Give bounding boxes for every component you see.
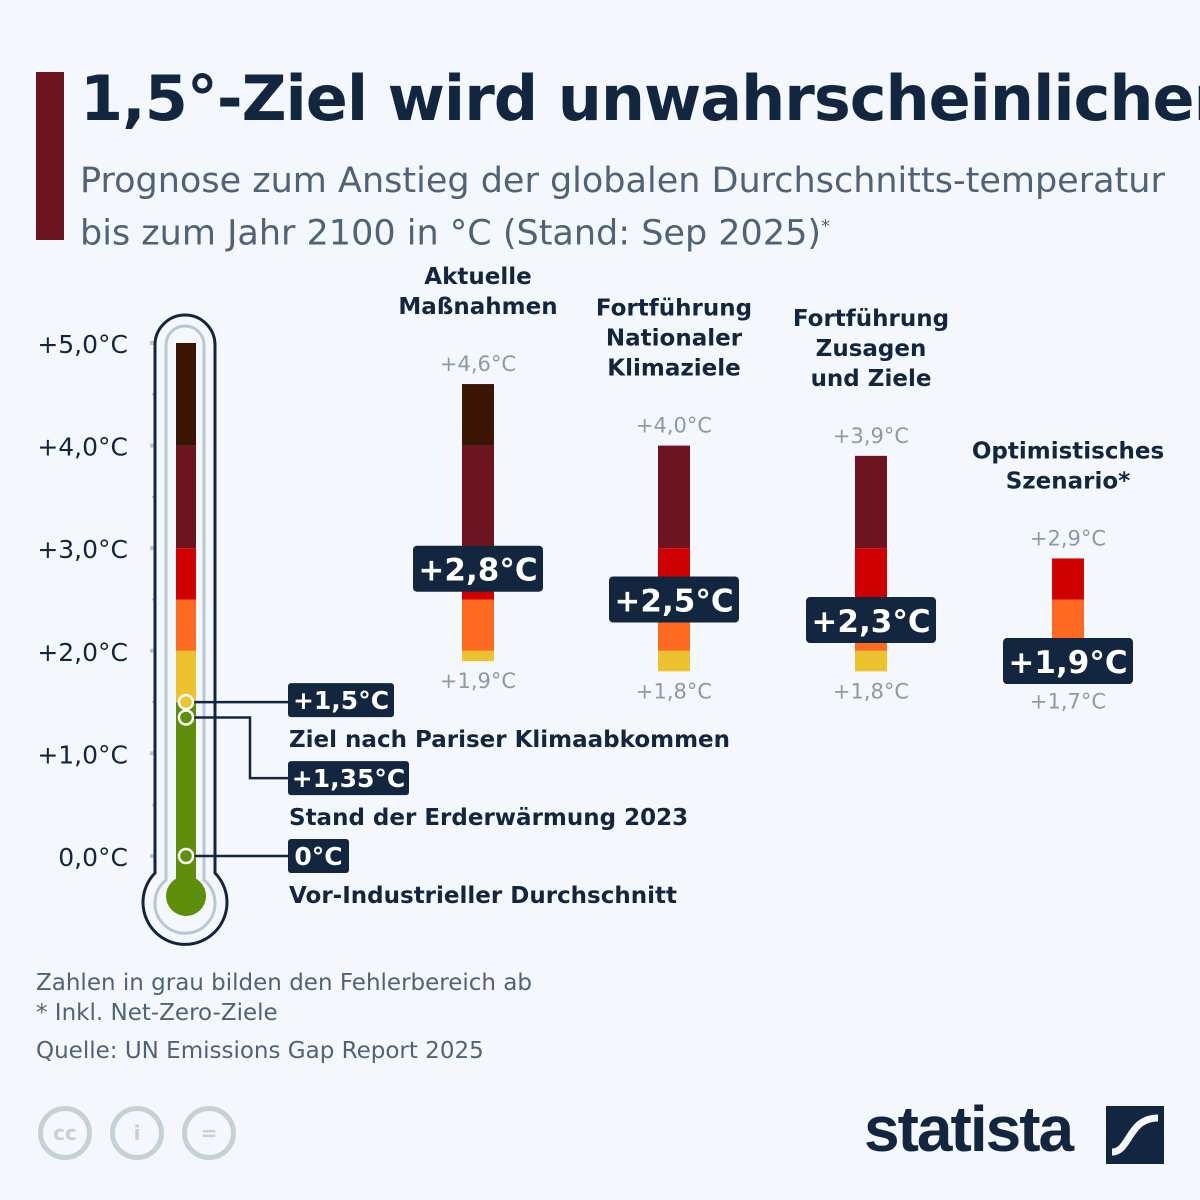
scenario-title: Zusagen — [816, 336, 927, 362]
scenario-low-label: +1,7°C — [1030, 690, 1106, 714]
scenario-median-box — [1003, 638, 1133, 685]
scenario-high-label: +2,9°C — [1030, 526, 1106, 550]
thermometer-band — [176, 650, 196, 703]
scenario-title: Szenario* — [1006, 468, 1131, 494]
attribution-icon[interactable]: i — [110, 1106, 164, 1160]
scenario-median-box — [806, 597, 936, 644]
marker-connector — [194, 716, 290, 780]
marker-description: Vor-Industrieller Durchschnitt — [289, 883, 677, 909]
thermometer-band — [176, 599, 196, 651]
note-net-zero: * Inkl. Net-Zero-Ziele — [36, 1000, 278, 1026]
subtitle-footnote-mark: * — [821, 216, 831, 237]
statista-logo-mark-icon — [1106, 1106, 1164, 1164]
scenario-bar-segment — [658, 445, 690, 549]
marker-dot — [177, 847, 195, 865]
scenario-median-label: +2,3°C — [811, 604, 930, 640]
scenario-bar-segment — [462, 445, 494, 549]
y-tick-label: +4,0°C — [37, 433, 128, 462]
thermometer-band — [176, 445, 196, 549]
marker-description: Stand der Erderwärmung 2023 — [289, 805, 688, 831]
scenario-bar-segment — [855, 455, 887, 549]
scenario-title: und Ziele — [811, 366, 932, 392]
marker-dot — [177, 693, 195, 711]
marker-label: 0°C — [294, 842, 342, 871]
subtitle: Prognose zum Anstieg der globalen Durchs… — [80, 158, 1180, 257]
scenario-low-label: +1,8°C — [833, 679, 909, 703]
marker-label-box — [288, 839, 349, 873]
marker-label: +1,5°C — [293, 686, 389, 715]
thermometer-band — [176, 343, 196, 446]
thermometer-band — [176, 702, 196, 856]
scenario-title: Fortführung — [596, 296, 752, 322]
statista-logo[interactable]: statista — [864, 1093, 1074, 1165]
y-tick-label: +3,0°C — [37, 535, 128, 564]
cc-license-icon[interactable]: cc — [38, 1106, 92, 1160]
scenario-bar-segment — [855, 650, 887, 672]
scenario-title: Fortführung — [793, 306, 949, 332]
y-tick-label: +2,0°C — [37, 638, 128, 667]
thermometer-band — [176, 548, 196, 600]
scenario-median-box — [413, 545, 543, 592]
scenario-median-label: +2,8°C — [418, 553, 537, 589]
scenario-title: Optimistisches — [972, 438, 1164, 464]
subtitle-text: Prognose zum Anstieg der globalen Durchs… — [80, 161, 1165, 254]
y-tick-label: +5,0°C — [37, 330, 128, 359]
scenario-median-label: +1,9°C — [1008, 645, 1127, 681]
marker-label-box — [288, 761, 409, 796]
marker-label-box — [288, 683, 394, 718]
scenario-bar-segment — [462, 650, 494, 662]
scenario-bar-segment — [462, 384, 494, 446]
scenario-median-box — [609, 576, 739, 623]
marker-dot — [177, 709, 195, 726]
thermometer-bulb — [166, 876, 206, 916]
scenario-title: Aktuelle — [424, 264, 531, 290]
scenario-bar-segment — [1052, 558, 1084, 600]
scenario-bar-segment — [658, 650, 690, 672]
scenario-high-label: +3,9°C — [833, 424, 909, 448]
note-error-range: Zahlen in grau bilden den Fehlerbereich … — [36, 970, 532, 996]
y-tick-label: +1,0°C — [37, 740, 128, 769]
scenario-title: Maßnahmen — [398, 294, 557, 320]
scenario-high-label: +4,0°C — [636, 414, 712, 438]
marker-label: +1,35°C — [292, 764, 405, 793]
marker-description: Ziel nach Pariser Klimaabkommen — [289, 727, 730, 753]
no-derivatives-icon[interactable]: = — [182, 1106, 236, 1160]
y-tick-label: 0,0°C — [58, 843, 128, 872]
scenario-low-label: +1,8°C — [636, 679, 712, 703]
scenario-median-label: +2,5°C — [614, 584, 733, 620]
scenario-high-label: +4,6°C — [440, 352, 516, 376]
scenario-title: Klimaziele — [607, 356, 740, 382]
scenario-low-label: +1,9°C — [440, 669, 516, 693]
scenario-bar-segment — [855, 548, 887, 600]
source: Quelle: UN Emissions Gap Report 2025 — [36, 1038, 484, 1064]
accent-bar — [36, 72, 64, 240]
page-title: 1,5°-Ziel wird unwahrscheinlicher — [80, 62, 1200, 135]
scenario-bar-segment — [462, 599, 494, 651]
scenario-title: Nationaler — [606, 326, 743, 352]
thermometer-inner-outline — [153, 324, 217, 935]
